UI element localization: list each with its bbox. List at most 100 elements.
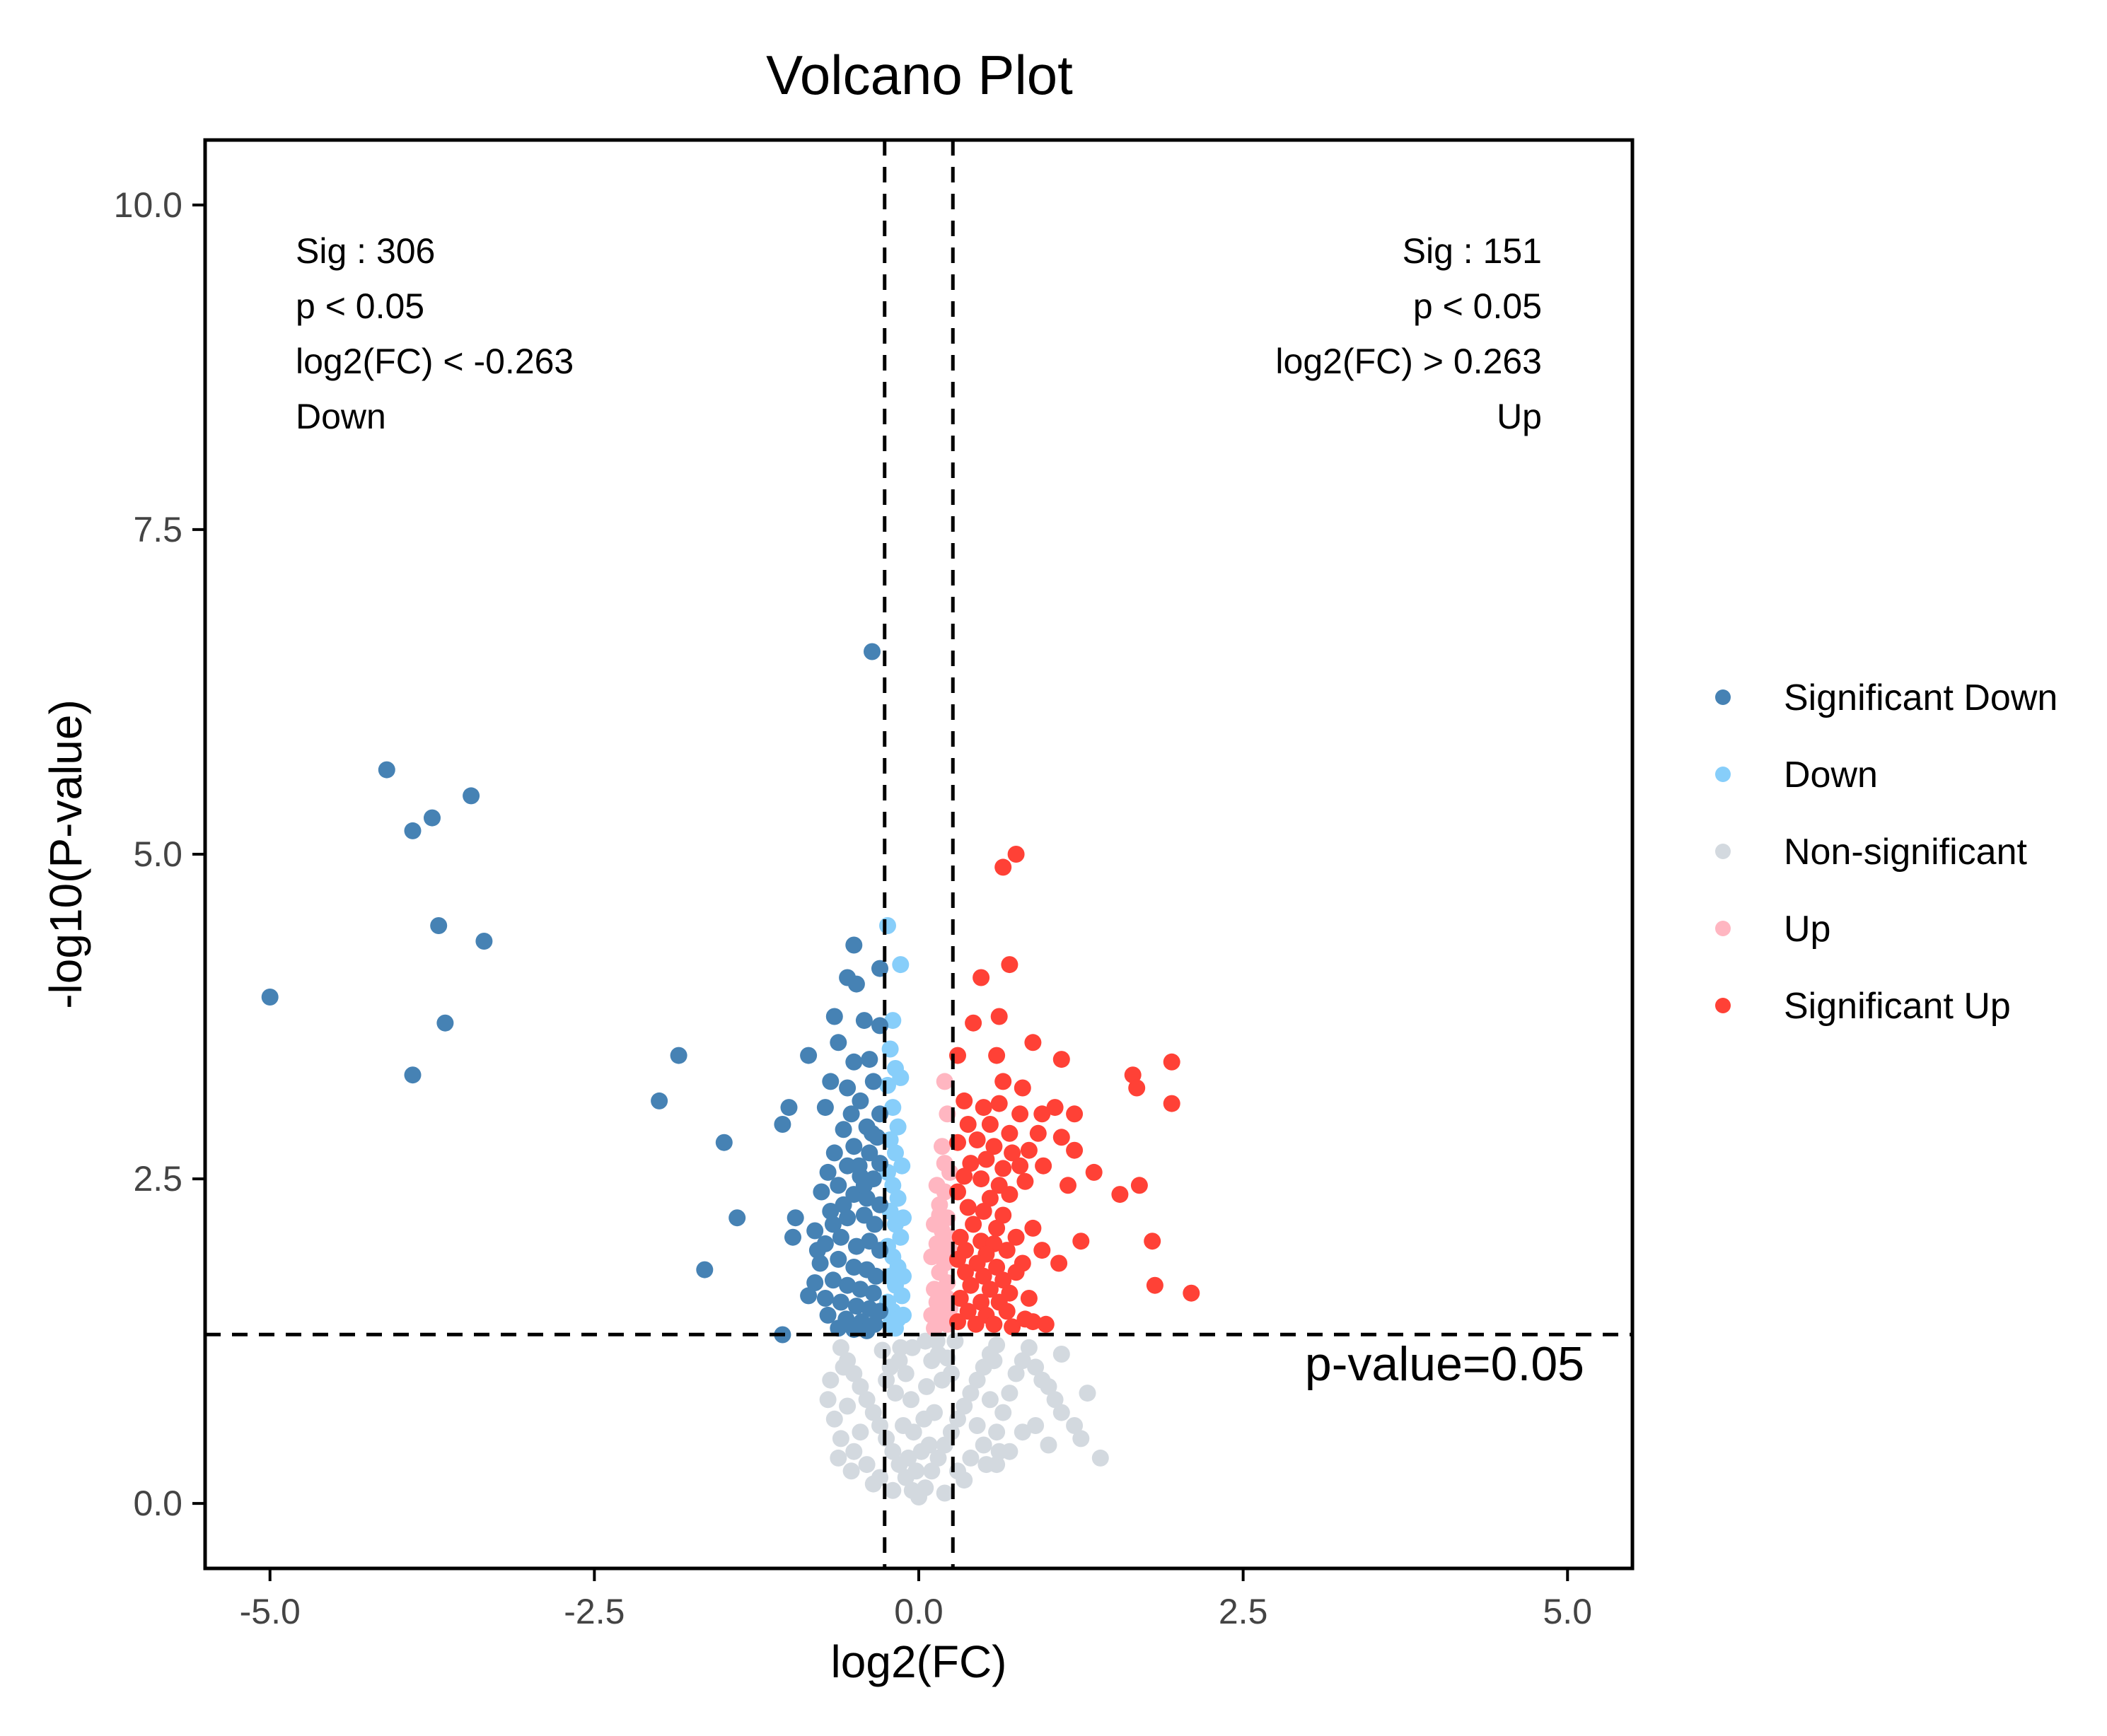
legend-marker-significant-up <box>1715 998 1731 1013</box>
legend-marker-non-significant <box>1715 844 1731 859</box>
point-significant-up <box>1001 1124 1018 1142</box>
point-non-significant <box>928 1332 946 1350</box>
point-non-significant <box>832 1430 849 1447</box>
y-axis-label: -log10(P-value) <box>40 699 91 1009</box>
point-significant-down <box>813 1183 830 1201</box>
legend-label-up: Up <box>1784 909 1830 950</box>
point-significant-down <box>866 1216 883 1233</box>
legend-marker-up <box>1715 921 1731 936</box>
point-significant-up <box>994 858 1012 876</box>
point-non-significant <box>975 1436 992 1454</box>
x-axis-label: log2(FC) <box>831 1636 1007 1687</box>
point-non-significant <box>852 1377 869 1395</box>
point-non-significant <box>1079 1385 1096 1402</box>
point-significant-down <box>825 1008 843 1025</box>
point-significant-up <box>1085 1163 1103 1181</box>
point-significant-down <box>822 1073 840 1090</box>
x-tick-label: 0.0 <box>894 1592 944 1631</box>
point-significant-down <box>784 1228 801 1246</box>
point-significant-down <box>847 975 865 993</box>
point-significant-down <box>774 1116 791 1133</box>
legend-item-up: Up <box>1715 909 1830 950</box>
point-non-significant <box>985 1352 1003 1370</box>
point-significant-up <box>1124 1066 1142 1084</box>
point-down <box>892 1068 910 1086</box>
point-non-significant <box>835 1358 852 1376</box>
point-down <box>893 1157 911 1175</box>
point-down <box>887 1320 904 1337</box>
point-up <box>928 1177 946 1194</box>
point-non-significant <box>902 1391 919 1409</box>
point-significant-down <box>819 1306 837 1324</box>
point-significant-down <box>819 1163 837 1181</box>
point-significant-down <box>800 1287 818 1305</box>
point-significant-up <box>1024 1034 1042 1051</box>
point-non-significant <box>873 1341 891 1359</box>
legend-item-non-significant: Non-significant <box>1715 832 2027 873</box>
point-significant-up <box>965 1014 982 1032</box>
point-significant-up <box>981 1116 999 1133</box>
point-non-significant <box>968 1417 986 1434</box>
y-tick-label: 0.0 <box>133 1484 182 1523</box>
point-down <box>884 1012 902 1030</box>
point-non-significant <box>962 1449 980 1467</box>
point-significant-up <box>1046 1099 1064 1117</box>
point-significant-up <box>981 1189 999 1207</box>
point-significant-down <box>839 1276 857 1294</box>
point-non-significant <box>852 1423 869 1441</box>
point-non-significant <box>981 1391 999 1409</box>
point-significant-up <box>1007 1228 1025 1246</box>
point-significant-down <box>475 933 493 950</box>
point-significant-up <box>1020 1141 1038 1159</box>
point-significant-down <box>824 1271 842 1289</box>
point-significant-up <box>1004 1318 1021 1336</box>
legend-label-significant-up: Significant Up <box>1784 986 2011 1027</box>
point-significant-up <box>1014 1079 1031 1097</box>
point-significant-down <box>830 1177 847 1194</box>
point-significant-down <box>404 822 422 839</box>
point-significant-down <box>839 1209 857 1227</box>
point-significant-down <box>852 1092 869 1109</box>
point-significant-down <box>808 1242 826 1259</box>
point-non-significant <box>1040 1436 1057 1454</box>
point-significant-down <box>864 1124 881 1142</box>
point-significant-up <box>1020 1290 1038 1307</box>
point-significant-down <box>800 1047 818 1064</box>
point-significant-down <box>847 1237 865 1255</box>
point-significant-up <box>1035 1157 1052 1175</box>
point-significant-down <box>424 809 441 827</box>
point-non-significant <box>1066 1417 1084 1434</box>
point-significant-up <box>1072 1233 1090 1250</box>
point-non-significant <box>864 1475 882 1493</box>
point-significant-up <box>1007 1264 1025 1281</box>
point-significant-up <box>998 1242 1016 1259</box>
point-significant-down <box>824 1216 842 1233</box>
point-significant-down <box>261 989 279 1006</box>
point-significant-up <box>1033 1105 1051 1123</box>
point-significant-down <box>830 1320 847 1337</box>
point-down <box>889 1118 907 1136</box>
point-significant-up <box>959 1199 977 1216</box>
annotation-left: Sig : 306 p < 0.05 log2(FC) < -0.263 Dow… <box>296 231 574 436</box>
point-significant-up <box>968 1254 986 1272</box>
point-non-significant <box>864 1404 882 1421</box>
point-non-significant <box>942 1365 960 1382</box>
point-significant-up <box>994 1206 1012 1224</box>
point-significant-down <box>871 960 888 977</box>
point-non-significant <box>936 1484 953 1502</box>
point-non-significant <box>830 1449 847 1467</box>
point-up <box>934 1138 951 1155</box>
point-significant-down <box>404 1066 422 1084</box>
point-non-significant <box>900 1449 917 1467</box>
point-non-significant <box>988 1336 1006 1354</box>
point-significant-down <box>867 1267 885 1285</box>
y-axis: 0.0 2.5 5.0 7.5 10.0 <box>114 185 205 1523</box>
point-significant-up <box>951 1290 969 1307</box>
point-significant-up <box>1011 1105 1029 1123</box>
point-significant-up <box>1183 1284 1200 1302</box>
point-significant-down <box>839 1157 857 1175</box>
point-significant-down <box>858 1189 876 1207</box>
point-significant-up <box>1146 1276 1163 1294</box>
